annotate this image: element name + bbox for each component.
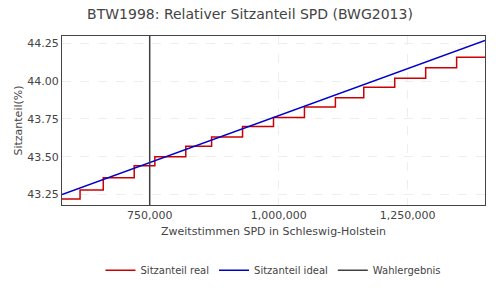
svg-text:43.50: 43.50: [27, 151, 59, 164]
svg-text:1,250,000: 1,250,000: [380, 209, 436, 222]
svg-text:44.00: 44.00: [27, 75, 59, 88]
svg-text:Sitzanteil(%): Sitzanteil(%): [12, 85, 25, 155]
svg-text:44.25: 44.25: [27, 37, 59, 50]
svg-text:Sitzanteil real: Sitzanteil real: [141, 265, 210, 276]
svg-text:Sitzanteil ideal: Sitzanteil ideal: [254, 265, 328, 276]
svg-text:Zweitstimmen SPD in Schleswig-: Zweitstimmen SPD in Schleswig-Holstein: [161, 225, 386, 238]
svg-text:1,000,000: 1,000,000: [251, 209, 307, 222]
svg-text:43.75: 43.75: [27, 113, 59, 126]
svg-text:43.25: 43.25: [27, 188, 59, 201]
svg-text:Wahlergebnis: Wahlergebnis: [373, 265, 441, 276]
svg-text:750,000: 750,000: [127, 209, 173, 222]
svg-text:BTW1998: Relativer Sitzanteil: BTW1998: Relativer Sitzanteil SPD (BWG20…: [87, 6, 413, 22]
